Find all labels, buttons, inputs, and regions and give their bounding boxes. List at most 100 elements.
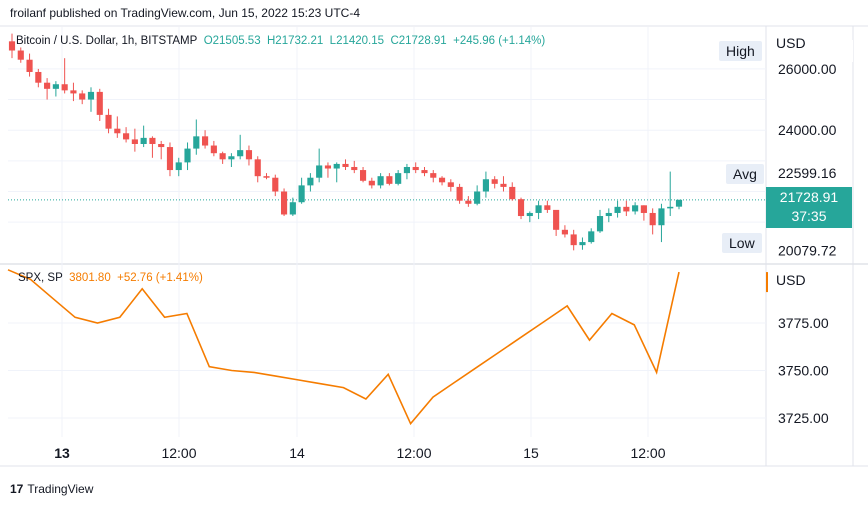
ohlc-low: L21420.15 bbox=[329, 35, 385, 47]
main-legend: Bitcoin / U.S. Dollar, 1h, BITSTAMP O215… bbox=[16, 35, 545, 47]
tradingview-logo-icon: 17 bbox=[10, 482, 24, 496]
footer-brand[interactable]: 17 TradingView bbox=[10, 482, 93, 496]
candle-body bbox=[114, 128, 121, 134]
candle-body bbox=[184, 148, 191, 163]
spx-axis-currency[interactable]: USD bbox=[776, 272, 806, 288]
current-price: 21728.91 bbox=[779, 189, 839, 205]
candle-body bbox=[553, 209, 560, 230]
candle-body bbox=[298, 185, 305, 203]
candle-body bbox=[403, 166, 411, 174]
candle-countdown: 37:35 bbox=[791, 208, 827, 224]
candle-body bbox=[17, 50, 24, 60]
candle-body bbox=[35, 71, 42, 83]
candle-body bbox=[579, 242, 586, 246]
high-label-mask bbox=[767, 40, 853, 62]
candle-body bbox=[333, 163, 340, 169]
candle-body bbox=[667, 206, 674, 209]
ohlc-high: H21732.21 bbox=[267, 35, 324, 47]
avg-price-label: 22599.16 bbox=[778, 165, 837, 181]
candle-body bbox=[210, 145, 217, 154]
spx-change: +52.76 (+1.41%) bbox=[117, 272, 203, 284]
candle-body bbox=[675, 199, 683, 207]
candle-body bbox=[245, 150, 253, 160]
candle-body bbox=[421, 170, 428, 174]
candle-body bbox=[456, 186, 463, 201]
candle-body bbox=[263, 176, 270, 178]
price-axis-currency[interactable]: USD bbox=[776, 35, 806, 51]
candle-body bbox=[237, 150, 244, 157]
candle-body bbox=[79, 93, 86, 100]
candle-body bbox=[649, 212, 656, 226]
candle-body bbox=[158, 144, 165, 148]
candle-body bbox=[561, 229, 568, 235]
candle-body bbox=[254, 159, 261, 177]
time-tick-label: 13 bbox=[54, 445, 70, 461]
candle-body bbox=[658, 208, 665, 226]
ohlc-open: O21505.53 bbox=[203, 35, 261, 47]
candle-body bbox=[526, 212, 533, 217]
price-tick-label: 26000.00 bbox=[778, 61, 837, 77]
candle-body bbox=[491, 179, 498, 184]
candle-body bbox=[544, 205, 551, 210]
published-header: froilanf published on TradingView.com, J… bbox=[10, 6, 360, 20]
candle-body bbox=[386, 176, 393, 184]
candle-body bbox=[377, 176, 384, 186]
candle-body bbox=[324, 165, 332, 169]
low-price-label: 20079.72 bbox=[778, 242, 837, 258]
candle-body bbox=[280, 191, 288, 215]
candle-body bbox=[61, 84, 68, 91]
spx-series-line bbox=[7, 269, 680, 426]
candle-body bbox=[465, 200, 472, 204]
price-tick-label: 24000.00 bbox=[778, 122, 837, 138]
candle-body bbox=[166, 147, 174, 171]
candle-body bbox=[640, 205, 647, 213]
candle-body bbox=[412, 166, 419, 171]
current-price-label: 21728.91 37:35 bbox=[766, 187, 852, 228]
candle-body bbox=[52, 84, 59, 89]
candle-body bbox=[228, 156, 235, 160]
candle-body bbox=[482, 179, 489, 192]
spx-symbol: SPX, SP bbox=[18, 272, 63, 284]
candle-body bbox=[175, 162, 182, 171]
high-tag: High bbox=[719, 41, 762, 61]
time-tick-label: 14 bbox=[289, 445, 305, 461]
spx-tick-label: 3750.00 bbox=[778, 363, 829, 379]
candle-body bbox=[447, 182, 454, 187]
candle-body bbox=[430, 173, 437, 178]
time-tick-label: 12:00 bbox=[630, 445, 665, 461]
avg-tag: Avg bbox=[726, 164, 764, 184]
symbol-title: Bitcoin / U.S. Dollar, 1h, BITSTAMP bbox=[16, 35, 198, 47]
candle-body bbox=[632, 205, 639, 212]
candle-body bbox=[307, 177, 314, 186]
candle-body bbox=[474, 191, 481, 204]
candle-body bbox=[105, 114, 112, 129]
time-tick-label: 15 bbox=[523, 445, 539, 461]
candle-body bbox=[96, 91, 103, 115]
candle-body bbox=[193, 136, 200, 149]
candle-body bbox=[70, 90, 77, 94]
candle-body bbox=[44, 82, 51, 89]
ohlc-close: C21728.91 bbox=[390, 35, 447, 47]
candle-body bbox=[140, 137, 147, 144]
candle-body bbox=[272, 177, 279, 192]
candle-body bbox=[500, 183, 507, 187]
candle-body bbox=[535, 205, 542, 213]
candle-body bbox=[123, 133, 130, 140]
candle-body bbox=[605, 212, 612, 217]
spx-legend: SPX, SP 3801.80 +52.76 (+1.41%) bbox=[18, 272, 203, 284]
candle-body bbox=[570, 234, 577, 246]
candle-body bbox=[131, 139, 138, 144]
time-tick-label: 12:00 bbox=[161, 445, 196, 461]
candle-body bbox=[219, 153, 226, 160]
time-tick-label: 12:00 bbox=[396, 445, 431, 461]
low-tag: Low bbox=[722, 233, 762, 253]
candle-body bbox=[588, 231, 595, 243]
candle-body bbox=[623, 206, 630, 212]
price-change: +245.96 (+1.14%) bbox=[453, 35, 546, 47]
candle-body bbox=[368, 180, 375, 186]
candle-body bbox=[316, 165, 323, 178]
candle-body bbox=[289, 202, 296, 215]
candle-body bbox=[351, 166, 358, 171]
spx-tick-label: 3725.00 bbox=[778, 410, 829, 426]
